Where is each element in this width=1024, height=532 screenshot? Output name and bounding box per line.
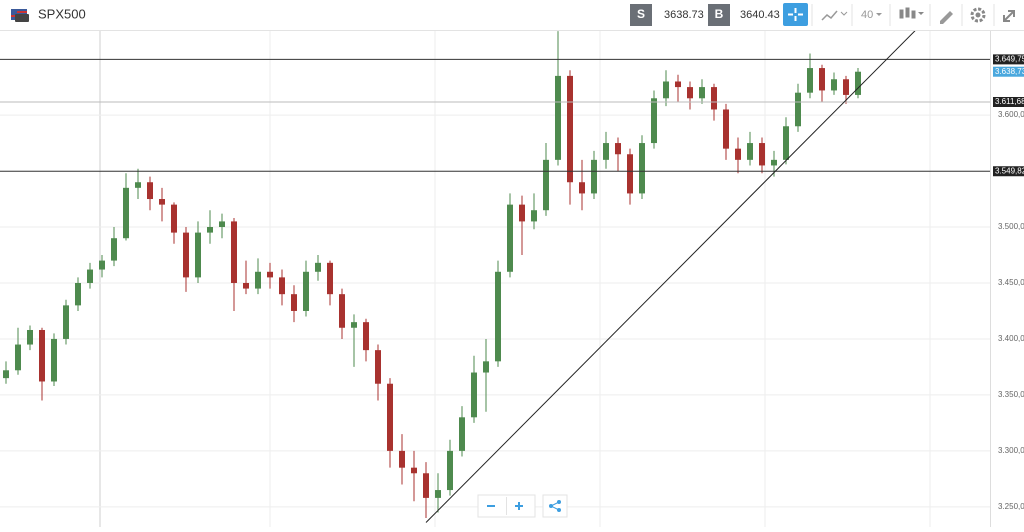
candle-body xyxy=(339,294,345,328)
sell-price[interactable]: 3638.73 xyxy=(664,9,704,21)
candle-body xyxy=(279,277,285,294)
buy-label[interactable]: B xyxy=(715,7,724,21)
candle-body xyxy=(63,305,69,339)
candle-body xyxy=(555,76,561,160)
y-tick-label: 3.450,00 xyxy=(998,278,1024,287)
candle-body xyxy=(651,98,657,143)
candle-body xyxy=(531,210,537,221)
share-button[interactable] xyxy=(543,495,567,517)
candle-body xyxy=(807,68,813,93)
y-tick-label: 3.400,00 xyxy=(998,334,1024,343)
sell-label[interactable]: S xyxy=(637,7,645,21)
candle-body xyxy=(231,221,237,283)
candle-body xyxy=(447,451,453,490)
candle-body xyxy=(639,143,645,193)
candle-body xyxy=(675,81,681,87)
y-tick-label: 3.500,00 xyxy=(998,222,1024,231)
candle-body xyxy=(579,182,585,193)
candle-body xyxy=(135,182,141,188)
candle-body xyxy=(855,72,861,95)
candle-body xyxy=(471,373,477,418)
candle-body xyxy=(567,76,573,182)
candle-body xyxy=(195,233,201,278)
candle-body xyxy=(699,87,705,98)
candle-body xyxy=(507,205,513,272)
candle-body xyxy=(591,160,597,194)
candle-body xyxy=(327,263,333,294)
candle-body xyxy=(87,270,93,283)
crosshair-button[interactable] xyxy=(783,3,808,26)
candle-body xyxy=(99,261,105,270)
candle-body xyxy=(351,322,357,328)
candle-body xyxy=(711,87,717,109)
candle-body xyxy=(375,350,381,384)
candle-body xyxy=(747,143,753,160)
candle-body xyxy=(243,283,249,289)
candle-body xyxy=(435,490,441,498)
candle-body xyxy=(411,468,417,474)
candle-body xyxy=(519,205,525,222)
candle-body xyxy=(603,143,609,160)
candle-body xyxy=(795,93,801,127)
candle-body xyxy=(843,79,849,95)
candle-body xyxy=(171,205,177,233)
candle-body xyxy=(459,417,465,451)
candle-body xyxy=(51,339,57,382)
y-tick-label: 3.300,00 xyxy=(998,446,1024,455)
level-label: 3.549,82 xyxy=(995,166,1024,175)
candle-body xyxy=(771,160,777,166)
candle-body xyxy=(183,233,189,278)
candle-body xyxy=(111,238,117,260)
candle-body xyxy=(255,272,261,289)
candle-body xyxy=(27,330,33,345)
candle-body xyxy=(627,154,633,193)
interval[interactable]: 40 xyxy=(861,9,873,21)
level-label: 3.649,75 xyxy=(995,54,1024,63)
candle-body xyxy=(663,81,669,98)
toolbar: SPX500 S 3638.73 B 3640.43 40 xyxy=(0,0,1024,31)
y-tick-label: 3.350,00 xyxy=(998,390,1024,399)
buy-price[interactable]: 3640.43 xyxy=(740,9,780,21)
level-label: 3.611,68 xyxy=(995,97,1024,106)
candle-body xyxy=(219,221,225,227)
candle-body xyxy=(387,384,393,451)
candle-body xyxy=(315,263,321,272)
candle-body xyxy=(75,283,81,305)
candle-body xyxy=(303,272,309,311)
candle-body xyxy=(123,188,129,238)
candle-body xyxy=(783,126,789,160)
candle-body xyxy=(39,330,45,381)
candle-body xyxy=(759,143,765,165)
candle-body xyxy=(147,182,153,199)
candle-body xyxy=(399,451,405,468)
candle-body xyxy=(495,272,501,362)
symbol: SPX500 xyxy=(38,6,86,21)
candle-body xyxy=(723,109,729,148)
candle-body xyxy=(15,345,21,371)
candle-body xyxy=(687,87,693,98)
candle-body xyxy=(483,361,489,372)
candle-body xyxy=(3,370,9,378)
candle-body xyxy=(615,143,621,154)
candle-body xyxy=(267,272,273,278)
current-price-label: 3.638,73 xyxy=(995,67,1024,76)
zoom-controls xyxy=(478,495,567,517)
y-tick-label: 3.600,00 xyxy=(998,110,1024,119)
y-tick-label: 3.250,00 xyxy=(998,502,1024,511)
candle-body xyxy=(831,79,837,90)
candle-body xyxy=(207,227,213,233)
candle-body xyxy=(159,199,165,205)
candle-body xyxy=(819,68,825,90)
candle-body xyxy=(291,294,297,311)
candle-body xyxy=(543,160,549,210)
candle-body xyxy=(735,149,741,160)
candle-body xyxy=(423,473,429,498)
candle-body xyxy=(363,322,369,350)
